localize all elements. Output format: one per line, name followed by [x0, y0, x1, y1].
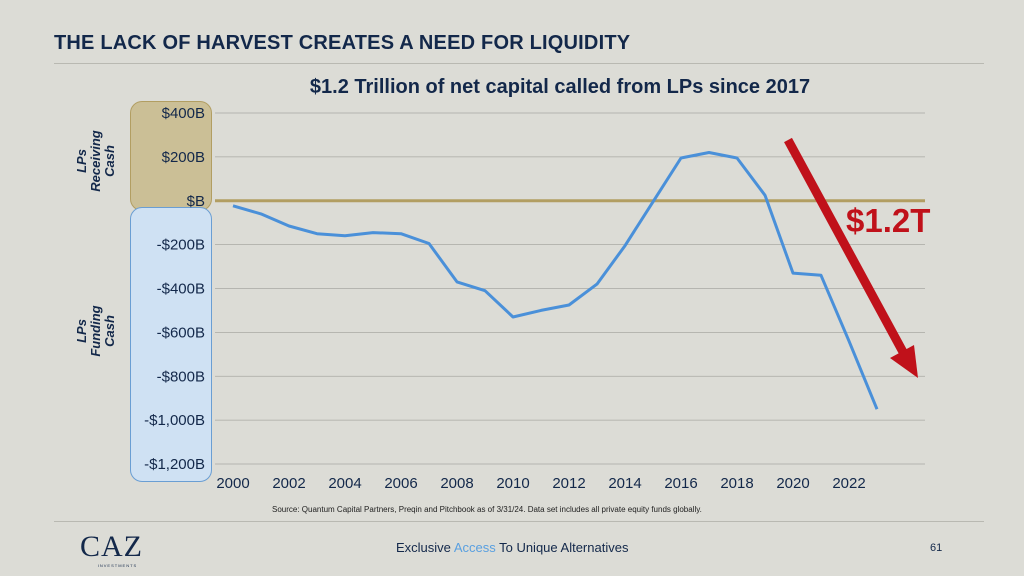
y-tick-label: $B — [187, 193, 205, 210]
y-tick-label: $400B — [162, 105, 205, 122]
y-tick-label: -$800B — [157, 368, 205, 385]
caz-logo: CAZ — [80, 530, 143, 563]
x-tick-label: 2014 — [608, 475, 641, 492]
footer-tagline: Exclusive Access To Unique Alternatives — [396, 540, 629, 555]
down-arrow-shaft — [784, 137, 907, 355]
x-tick-label: 2020 — [776, 475, 809, 492]
lps-funding-band — [130, 207, 212, 482]
y-tick-label: -$400B — [157, 281, 205, 298]
source-note: Source: Quantum Capital Partners, Preqin… — [272, 505, 702, 514]
x-tick-label: 2002 — [272, 475, 305, 492]
x-tick-label: 2006 — [384, 475, 417, 492]
footer-divider — [54, 521, 984, 522]
y-tick-label: -$200B — [157, 237, 205, 254]
x-tick-label: 2016 — [664, 475, 697, 492]
slide-title: THE LACK OF HARVEST CREATES A NEED FOR L… — [54, 32, 631, 54]
logo-subtitle: INVESTMENTS — [97, 563, 138, 568]
x-tick-label: 2012 — [552, 475, 585, 492]
x-tick-label: 2008 — [440, 475, 473, 492]
title-divider — [54, 63, 984, 64]
y-tick-label: -$600B — [157, 324, 205, 341]
y-tick-label: -$1,000B — [144, 412, 205, 429]
callout-label: $1.2T — [846, 202, 931, 239]
y-tick-label: $200B — [162, 149, 205, 166]
page-number: 61 — [930, 542, 943, 554]
x-tick-label: 2004 — [328, 475, 361, 492]
chart-title: $1.2 Trillion of net capital called from… — [309, 76, 811, 98]
x-tick-label: 2022 — [832, 475, 865, 492]
down-arrow-head — [890, 345, 918, 378]
x-tick-label: 2000 — [216, 475, 249, 492]
lps-receiving-band — [130, 101, 212, 211]
series-line — [232, 151, 879, 410]
x-tick-label: 2010 — [496, 475, 529, 492]
y-tick-label: -$1,200B — [144, 456, 205, 473]
x-tick-label: 2018 — [720, 475, 753, 492]
